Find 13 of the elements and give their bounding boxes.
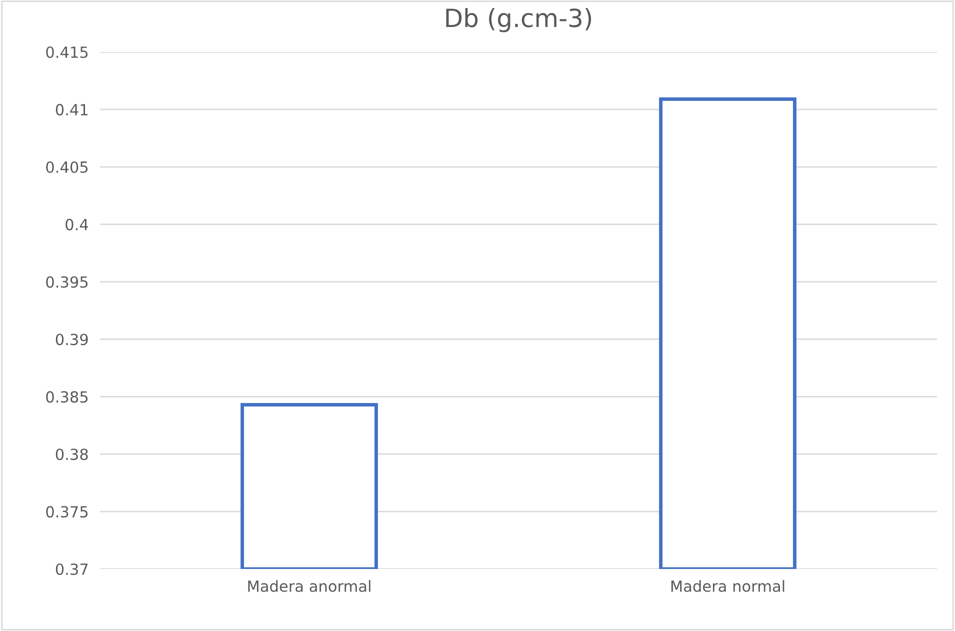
y-tick-label: 0.405 (46, 161, 88, 173)
x-tick-label: Madera anormal (248, 580, 370, 592)
y-tick-label: 0.385 (46, 391, 88, 403)
y-tick-label: 0.37 (56, 563, 88, 576)
y-tick-label: 0.375 (46, 506, 88, 518)
y-tick-label: 0.395 (46, 276, 88, 288)
y-tick-label: 0.415 (46, 46, 88, 58)
y-tick-label: 0.41 (56, 104, 88, 116)
chart-title: Db (g.cm-3) (446, 8, 592, 32)
y-tick-label: 0.38 (56, 448, 88, 460)
y-tick-label: 0.39 (56, 334, 88, 346)
x-tick-label: Madera normal (671, 580, 784, 592)
y-tick-label: 0.4 (66, 218, 88, 230)
